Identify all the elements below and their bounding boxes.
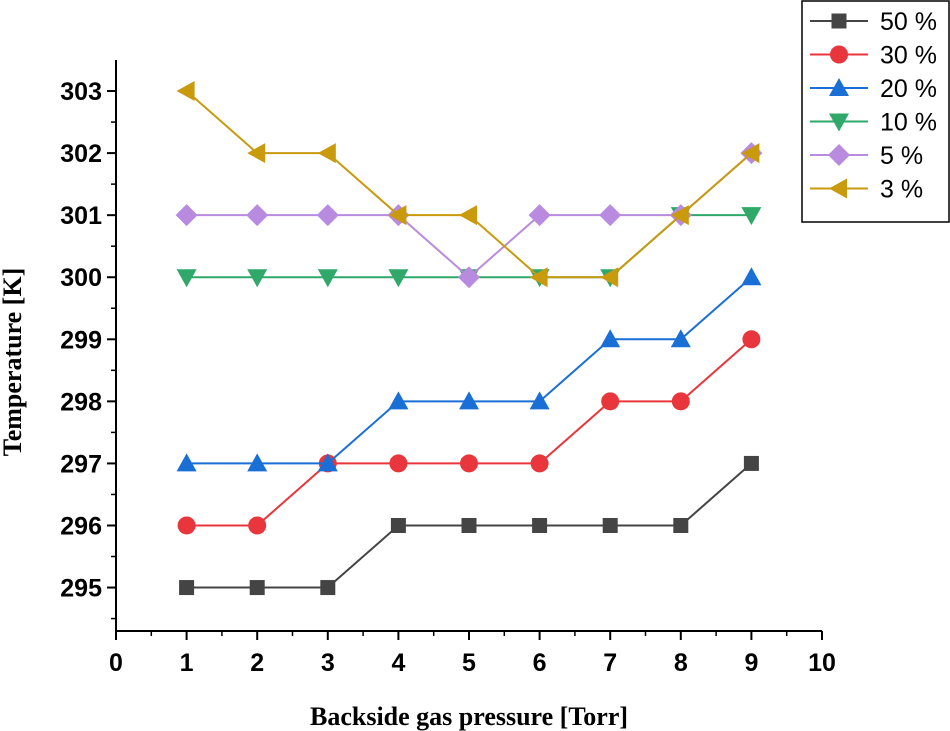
x-tick-label: 10 <box>808 649 836 677</box>
legend-label: 5 % <box>880 142 923 170</box>
legend-item: 10 % <box>810 109 937 137</box>
data-point <box>390 517 406 533</box>
legend-marker <box>828 144 850 166</box>
legend-item: 30 % <box>810 42 937 70</box>
y-tick-label: 302 <box>60 140 102 168</box>
series-2 <box>177 330 761 535</box>
data-point <box>317 269 338 288</box>
data-point <box>461 517 477 533</box>
x-axis-title: Backside gas pressure [Torr] <box>310 702 628 731</box>
x-tick-label: 2 <box>250 649 264 677</box>
series-line <box>185 90 753 279</box>
y-tick-label: 300 <box>60 264 102 292</box>
data-point <box>248 516 267 535</box>
data-point <box>529 391 550 410</box>
legend: 50 % 30 % 20 % 10 % 5 % 3 % <box>801 0 950 223</box>
data-point <box>673 517 689 533</box>
data-point <box>176 81 195 102</box>
y-tick-label: 295 <box>60 575 102 603</box>
data-point <box>530 454 549 473</box>
series-layer <box>175 81 763 596</box>
legend-marker <box>831 13 847 29</box>
data-point <box>249 580 265 596</box>
data-point <box>743 455 759 471</box>
data-point <box>247 453 268 472</box>
data-point <box>179 580 195 596</box>
series-1 <box>179 455 759 596</box>
y-tick-label: 296 <box>60 512 102 540</box>
y-tick-label: 297 <box>60 450 102 478</box>
data-point <box>742 330 761 349</box>
data-point <box>247 143 266 164</box>
data-point <box>670 329 691 348</box>
data-point <box>741 143 760 164</box>
legend-label: 10 % <box>880 109 937 137</box>
x-tick-label: 3 <box>321 649 335 677</box>
data-point <box>741 207 762 226</box>
data-point <box>529 267 548 288</box>
data-point <box>741 267 762 286</box>
data-point <box>532 517 548 533</box>
legend-label: 20 % <box>880 75 937 103</box>
legend-label: 30 % <box>880 42 937 70</box>
data-point <box>459 391 479 410</box>
y-tick-label: 303 <box>60 78 102 106</box>
data-point <box>458 266 480 289</box>
x-tick-label: 8 <box>674 649 688 677</box>
x-tick-label: 4 <box>391 649 405 677</box>
series-line <box>186 338 753 527</box>
data-point <box>670 205 689 226</box>
data-point <box>388 205 407 226</box>
legend-item: 3 % <box>810 176 923 204</box>
x-tick-label: 6 <box>533 649 547 677</box>
data-point <box>599 204 622 227</box>
data-point <box>600 267 619 288</box>
series-line <box>186 276 753 465</box>
legend-marker <box>830 45 848 64</box>
data-point <box>175 204 198 227</box>
legend-marker <box>829 178 847 199</box>
data-point <box>316 204 339 227</box>
data-point <box>176 269 197 288</box>
y-axis-title: Temperature [K] <box>0 268 27 456</box>
data-point <box>528 204 551 227</box>
legend-item: 20 % <box>810 75 937 103</box>
y-tick-label: 299 <box>60 326 102 354</box>
x-tick-label: 5 <box>462 649 476 677</box>
x-tick-label: 0 <box>109 649 123 677</box>
data-point <box>459 205 477 226</box>
legend-label: 3 % <box>880 176 923 204</box>
y-tick-label: 298 <box>60 388 102 416</box>
axes: 0 1 2 3 4 5 6 7 8 9 10 295 296 297 298 299 300 301 302 303 <box>60 60 836 677</box>
data-point <box>317 453 338 472</box>
legend-box <box>801 0 950 223</box>
legend-marker <box>829 78 849 96</box>
x-tick-label: 1 <box>180 649 194 677</box>
y-tick-label: 301 <box>60 202 102 230</box>
legend-item: 50 % <box>810 8 937 36</box>
legend-marker <box>829 113 849 132</box>
data-point <box>460 454 478 473</box>
legend-item: 5 % <box>810 142 923 170</box>
legend-label: 50 % <box>880 8 937 36</box>
data-point <box>246 204 269 227</box>
data-point <box>247 269 268 288</box>
data-point <box>389 454 408 473</box>
data-point <box>388 269 409 288</box>
series-3 <box>176 267 762 472</box>
data-point <box>388 391 409 410</box>
x-tick-label: 7 <box>603 649 617 677</box>
x-tick-label: 9 <box>744 649 758 677</box>
data-point <box>177 516 196 535</box>
data-point <box>600 329 621 348</box>
data-point <box>601 392 620 411</box>
data-point <box>317 143 336 164</box>
data-point <box>176 453 197 472</box>
data-point <box>602 517 618 533</box>
data-point <box>671 392 690 411</box>
data-point <box>320 580 336 596</box>
series-6 <box>176 81 760 288</box>
